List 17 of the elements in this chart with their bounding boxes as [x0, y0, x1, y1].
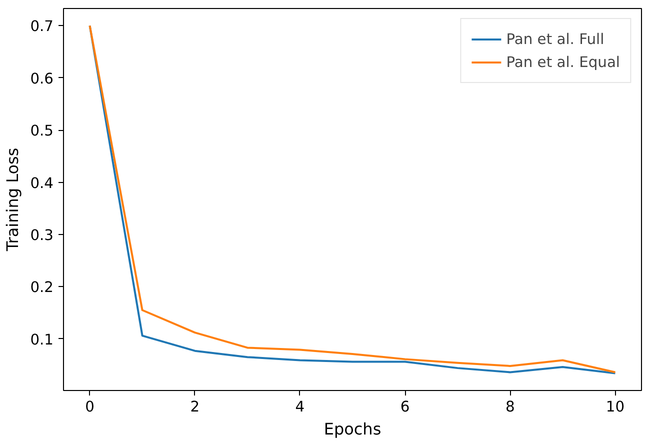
y-tick-label: 0.1	[30, 331, 54, 348]
legend-label: Pan et al. Equal	[506, 54, 620, 70]
x-tick-label: 0	[85, 398, 94, 416]
y-axis-title: Training Loss	[3, 148, 22, 252]
y-tick-label: 0.6	[30, 70, 54, 88]
x-tick-label: 8	[505, 398, 515, 416]
y-tick-label: 0.7	[30, 18, 54, 36]
x-axis-title: Epochs	[324, 420, 382, 438]
y-tick-label: 0.5	[30, 122, 54, 140]
legend-label: Pan et al. Full	[506, 30, 604, 48]
x-tick-label: 10	[606, 398, 625, 416]
y-tick-label: 0.4	[30, 174, 54, 192]
x-tick-label: 6	[400, 398, 410, 416]
y-tick-label: 0.2	[30, 279, 54, 296]
x-tick-label: 2	[190, 398, 200, 416]
x-tick-label: 4	[295, 398, 305, 416]
y-tick-label: 0.3	[30, 226, 54, 244]
